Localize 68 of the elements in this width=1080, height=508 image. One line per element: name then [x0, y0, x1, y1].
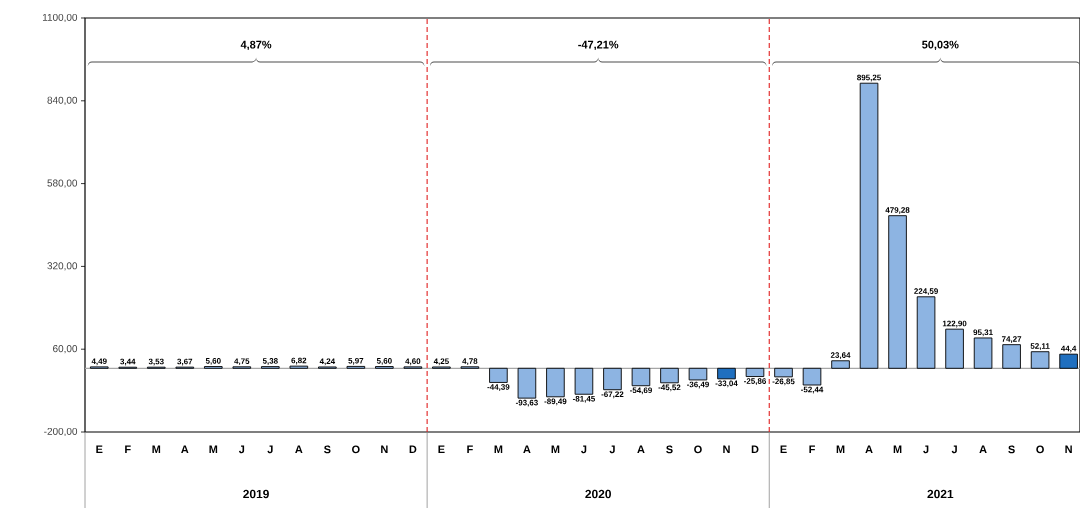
x-tick-label: F [125, 445, 131, 454]
bar [945, 328, 964, 369]
x-tick-label: J [951, 445, 957, 454]
bar [546, 367, 565, 398]
x-tick-label: M [893, 445, 902, 454]
y-tick-label: 320,00 [47, 262, 78, 271]
bar [859, 82, 879, 369]
x-tick-label: D [409, 445, 417, 454]
x-tick-label: J [609, 445, 615, 454]
x-tick-label: J [923, 445, 929, 454]
bar [574, 367, 594, 395]
text: 2019 [243, 489, 269, 499]
bar [774, 367, 793, 378]
x-tick-label: J [238, 445, 245, 454]
bar [660, 367, 679, 384]
x-tick-label: A [295, 445, 303, 454]
text: 2021 [927, 489, 954, 499]
y-tick-label: 840,00 [47, 96, 78, 105]
bar [603, 367, 622, 391]
x-tick-label: J [581, 445, 587, 454]
x-tick-label: N [1065, 445, 1072, 454]
bar [1030, 351, 1050, 369]
x-tick-label: J [267, 445, 273, 454]
bar [745, 367, 765, 377]
x-tick-label: O [1036, 445, 1044, 454]
y-tick-label: 580,00 [47, 179, 78, 188]
x-tick-label: A [865, 445, 873, 454]
x-tick-label: M [836, 445, 845, 454]
x-tick-label: M [209, 445, 218, 454]
x-tick-label: N [381, 445, 388, 454]
x-tick-label: A [181, 445, 189, 454]
x-tick-label: E [96, 445, 103, 454]
x-tick-label: F [809, 445, 815, 454]
bar [1002, 344, 1021, 369]
x-tick-label: S [666, 445, 673, 454]
x-tick-label: N [723, 445, 730, 454]
annotation: 4,87% [240, 40, 272, 51]
bar [631, 367, 651, 387]
text: 2020 [585, 489, 611, 499]
x-tick-label: F [467, 445, 473, 454]
x-tick-label: A [523, 445, 531, 454]
x-tick-label: A [637, 445, 645, 454]
y-tick-label: 1100,00 [42, 13, 78, 23]
bar [517, 367, 537, 399]
bar [289, 365, 309, 369]
y-tick-label: 60,00 [53, 345, 78, 354]
bar [489, 367, 508, 383]
bar [831, 360, 850, 369]
x-tick-label: M [152, 445, 161, 454]
bar [916, 296, 936, 369]
x-tick-label: O [694, 445, 702, 454]
x-tick-label: E [438, 445, 445, 454]
bar [973, 337, 993, 369]
x-tick-label: D [751, 445, 759, 454]
x-tick-label: A [979, 445, 987, 454]
bar [688, 367, 708, 381]
y-tick-label: -200,00 [44, 427, 78, 437]
x-tick-label: M [494, 445, 503, 454]
x-tick-label: M [551, 445, 560, 454]
bar [802, 367, 822, 386]
bar [888, 215, 907, 369]
x-tick-label: S [324, 445, 331, 454]
bar [717, 367, 736, 380]
x-tick-label: S [1008, 445, 1015, 454]
annotation: 50,03% [922, 40, 959, 51]
annotation: -47,21% [578, 40, 619, 51]
x-tick-label: E [780, 445, 787, 454]
x-tick-label: O [352, 445, 360, 454]
